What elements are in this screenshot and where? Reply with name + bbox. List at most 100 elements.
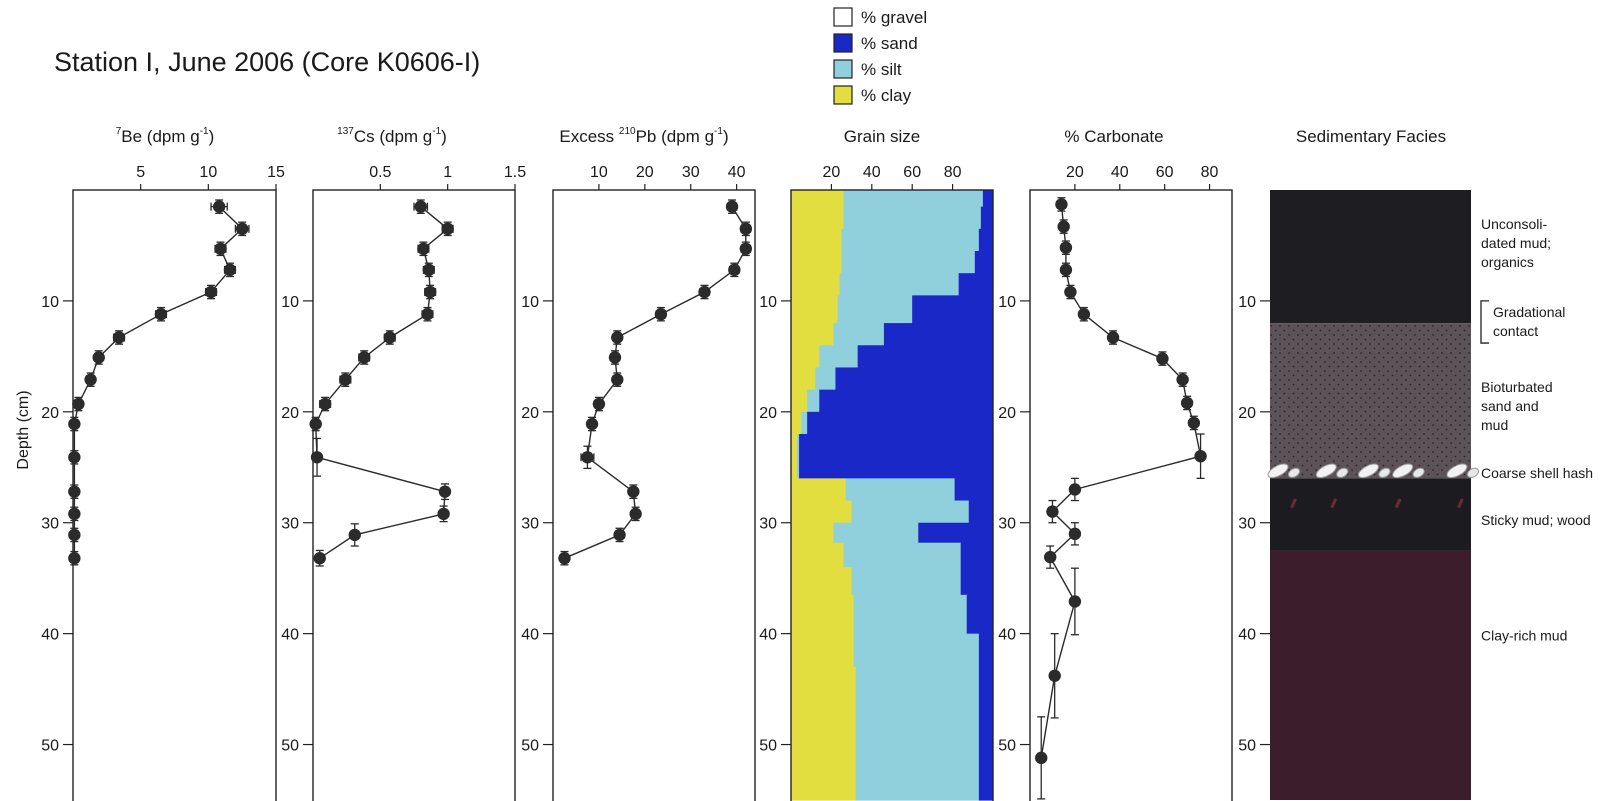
panel-facies: Sedimentary Facies Unconsoli-dated mud; or… <box>1238 127 1593 800</box>
depth-tick-label: 30 <box>1238 516 1256 533</box>
grain-silt-band <box>853 633 980 668</box>
depth-tick-label: 40 <box>998 627 1016 644</box>
depth-tick-label: 10 <box>998 294 1016 311</box>
data-point <box>1048 669 1061 682</box>
depth-tick-label: 50 <box>41 738 59 755</box>
grain-size-legend: % gravel % sand % silt % clay <box>833 7 927 105</box>
panel-title-part: ) <box>209 127 215 146</box>
grain-silt-band <box>833 522 919 544</box>
grain-clay-band <box>791 666 857 801</box>
grain-sand-band <box>958 273 994 296</box>
facies-label: sand and <box>1481 398 1539 414</box>
depth-tick-label: 20 <box>41 405 59 422</box>
contact-bracket <box>1480 300 1489 344</box>
shell-fragment <box>1412 467 1425 478</box>
grain-silt-band <box>801 411 808 435</box>
data-point <box>585 417 599 431</box>
data-point <box>1046 505 1059 518</box>
data-point <box>1064 285 1077 299</box>
grain-sand-band <box>918 522 994 544</box>
grain-sand-band <box>912 295 994 324</box>
data-point <box>84 373 97 386</box>
grain-clay-band <box>791 434 798 479</box>
grain-clay-band <box>791 633 855 668</box>
grain-silt-band <box>845 478 956 502</box>
data-point <box>1035 751 1048 765</box>
data-point <box>313 552 326 565</box>
data-point <box>383 331 396 344</box>
legend-swatch-1 <box>833 33 853 53</box>
depth-tick-label: 10 <box>759 294 777 311</box>
panel-title-cs137: 137Cs (dpm g-1) <box>337 126 447 146</box>
shell-fragment <box>1378 467 1391 478</box>
depth-tick-label: 50 <box>281 738 299 755</box>
shell-fragment <box>1267 463 1289 479</box>
panel-frame <box>72 189 277 801</box>
data-point <box>613 528 626 542</box>
data-point <box>72 397 85 411</box>
data-point <box>654 308 668 321</box>
depth-tick-label: 10 <box>1238 294 1256 311</box>
data-point <box>629 507 642 521</box>
data-point <box>309 417 322 431</box>
grain-silt-band <box>851 500 970 524</box>
data-point <box>698 285 711 299</box>
grain-sand-band <box>819 389 994 413</box>
data-point <box>68 451 81 464</box>
data-point <box>68 528 81 542</box>
data-point <box>1068 527 1082 541</box>
panel-frame <box>1029 189 1233 801</box>
data-point <box>558 552 571 565</box>
grain-clay-band <box>791 522 834 544</box>
depth-tick-label: 40 <box>521 627 539 644</box>
data-point <box>611 331 624 344</box>
grain-silt-band <box>843 190 984 208</box>
data-point <box>627 485 640 498</box>
depth-tick-label: 50 <box>759 738 777 755</box>
grain-silt-band <box>839 273 960 296</box>
data-point <box>339 373 352 386</box>
shell-fragment <box>1446 463 1468 479</box>
x-tick-label: 40 <box>1111 164 1129 181</box>
panel-carbonate: % Carbonate 20 40 60 80 10 20 30 40 50 <box>998 127 1233 801</box>
depth-tick-label: 30 <box>521 516 539 533</box>
wood-fragment <box>1290 498 1298 509</box>
x-tick-label: 40 <box>863 164 881 181</box>
panel-title-part: Excess <box>559 127 619 146</box>
x-tick-label: 60 <box>903 164 921 181</box>
x-tick-label: 10 <box>199 164 217 181</box>
x-tick-label: 30 <box>682 164 700 181</box>
grain-clay-band <box>791 542 844 568</box>
profile-line <box>564 206 747 559</box>
panel-title-be7: 7Be (dpm g-1) <box>116 126 215 146</box>
legend-swatch-2 <box>833 59 853 79</box>
contact-label: contact <box>1493 323 1538 339</box>
x-tick-label: 15 <box>267 164 285 181</box>
figure-title: Station I, June 2006 (Core K0606-I) <box>54 47 480 77</box>
data-point <box>441 222 454 236</box>
data-point <box>438 485 452 498</box>
depth-tick-label: 30 <box>281 516 299 533</box>
depth-tick-label: 40 <box>1238 627 1256 644</box>
grain-clay-band <box>791 190 844 208</box>
depth-tick-label: 30 <box>998 516 1016 533</box>
wood-fragment <box>1394 498 1402 509</box>
grain-clay-band <box>791 323 834 346</box>
grain-silt-band <box>843 542 962 568</box>
data-point <box>1059 241 1073 254</box>
panel-title-part: -1 <box>714 126 723 137</box>
grain-clay-band <box>791 206 844 230</box>
data-point <box>1057 220 1070 233</box>
panel-title-part: -1 <box>432 126 441 137</box>
data-point <box>1156 352 1169 365</box>
panel-title-part: Pb (dpm g <box>636 127 714 146</box>
grain-clay-band <box>791 367 816 391</box>
wood-fragment <box>1456 498 1464 509</box>
wood-fragment <box>1330 498 1338 509</box>
data-point <box>204 285 218 299</box>
grain-sand-band <box>974 251 994 274</box>
data-point <box>1176 373 1189 386</box>
panel-title-part: ) <box>441 127 447 146</box>
profile-line <box>1040 204 1202 759</box>
